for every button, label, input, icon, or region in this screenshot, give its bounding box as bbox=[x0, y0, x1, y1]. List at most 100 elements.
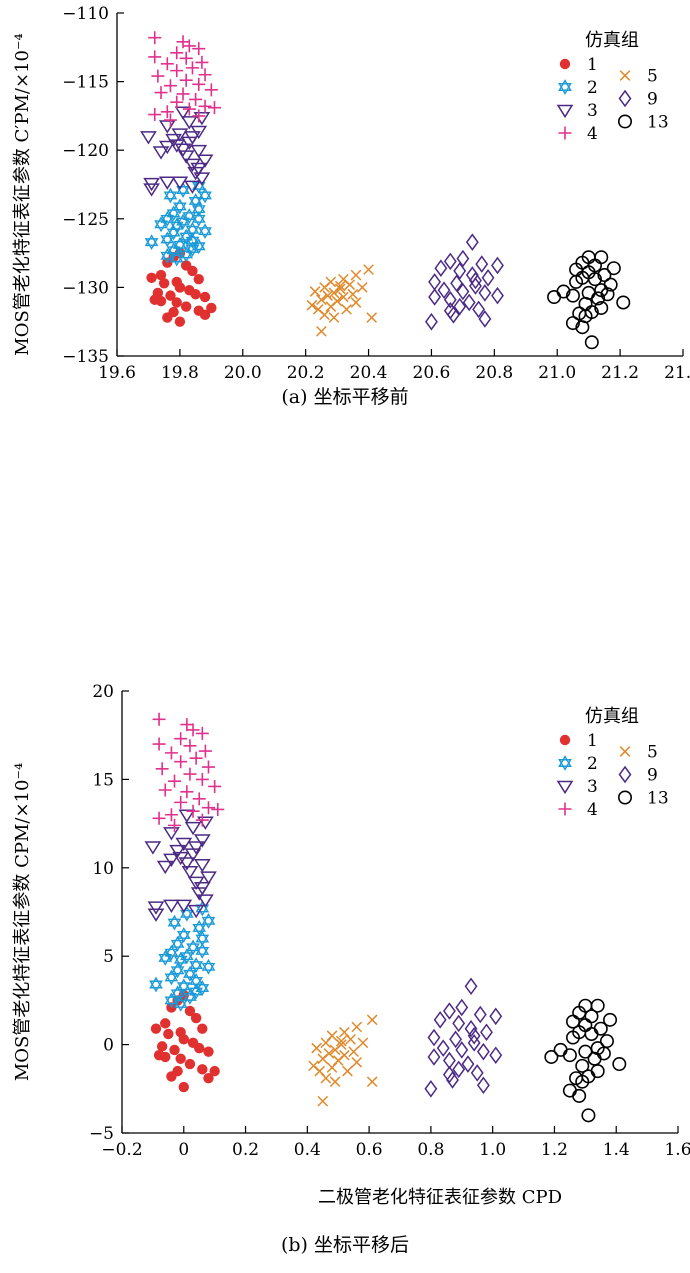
point-series-2-part bbox=[195, 930, 210, 943]
point-series-4 bbox=[195, 772, 209, 786]
y-tick-label: −115 bbox=[62, 73, 109, 93]
point-series-9 bbox=[476, 1076, 490, 1095]
point-series-2 bbox=[170, 935, 185, 952]
point-series-9 bbox=[491, 256, 504, 275]
scatter-chart-b: −0.2 0 0.2 0.4 0.6 0.8 1.0 1.2 1.4 1.6−505101520二… bbox=[12, 682, 690, 1208]
point-series-5 bbox=[306, 299, 318, 311]
legend-label-3: 3 bbox=[587, 101, 598, 121]
legend-marker-2 bbox=[558, 79, 572, 95]
point-series-3 bbox=[200, 871, 217, 885]
point-series-9 bbox=[461, 1055, 475, 1073]
point-series-2-part bbox=[176, 982, 191, 995]
point-series-3 bbox=[177, 150, 195, 164]
point-series-9 bbox=[489, 1007, 503, 1026]
point-series-9 bbox=[442, 1002, 456, 1020]
point-series-2-part bbox=[160, 251, 175, 264]
point-series-3 bbox=[193, 111, 211, 126]
point-series-2 bbox=[158, 950, 173, 966]
point-series-4 bbox=[211, 802, 225, 816]
point-series-2-part bbox=[201, 962, 216, 975]
point-series-2-part bbox=[179, 246, 194, 259]
series-3 bbox=[144, 809, 217, 922]
legend-marker-9 bbox=[618, 89, 632, 108]
point-series-9 bbox=[456, 282, 470, 301]
x-tick-label: 21.0 bbox=[538, 363, 576, 380]
x-tick-label: 21.2 bbox=[601, 363, 639, 380]
point-series-9 bbox=[480, 1023, 493, 1041]
point-series-4 bbox=[198, 68, 212, 82]
point-series-4 bbox=[168, 818, 182, 832]
point-series-1 bbox=[162, 312, 173, 323]
point-series-4 bbox=[183, 739, 197, 753]
series-9 bbox=[425, 233, 504, 331]
point-series-2 bbox=[195, 930, 210, 947]
point-series-1 bbox=[160, 1018, 171, 1029]
point-series-1 bbox=[171, 297, 182, 308]
x-tick-label: 21.4 bbox=[664, 363, 690, 380]
point-series-3 bbox=[147, 908, 165, 922]
point-series-2-part bbox=[170, 989, 185, 1002]
point-series-2-part bbox=[186, 939, 200, 952]
point-series-4 bbox=[180, 785, 194, 799]
point-series-3 bbox=[143, 183, 160, 197]
point-series-13 bbox=[587, 272, 602, 287]
point-series-9 bbox=[456, 249, 470, 268]
point-series-2-part bbox=[189, 983, 203, 996]
legend-label-5: 5 bbox=[647, 743, 658, 763]
point-series-2 bbox=[183, 988, 197, 1005]
point-series-4 bbox=[148, 108, 162, 122]
point-series-2-part bbox=[182, 208, 197, 221]
point-series-9 bbox=[475, 255, 489, 273]
point-series-2-part bbox=[198, 187, 212, 200]
point-series-5 bbox=[338, 291, 349, 303]
series-2 bbox=[149, 900, 216, 1012]
point-series-9 bbox=[469, 271, 482, 290]
point-series-3 bbox=[184, 848, 202, 862]
point-series-4 bbox=[170, 46, 184, 60]
legend-marker-5 bbox=[619, 70, 631, 81]
point-series-2-part bbox=[158, 954, 173, 966]
point-series-2 bbox=[176, 213, 190, 230]
point-series-1 bbox=[190, 289, 201, 300]
point-series-9 bbox=[424, 1080, 438, 1098]
point-series-13 bbox=[591, 291, 606, 306]
legend-label-3: 3 bbox=[587, 777, 598, 797]
y-tick-label: −110 bbox=[62, 4, 109, 24]
x-tick-label: 19.8 bbox=[161, 363, 199, 380]
point-series-2-part bbox=[160, 231, 175, 244]
x-tick-label: 1.2 bbox=[541, 1140, 568, 1160]
point-series-2 bbox=[192, 920, 207, 936]
y-tick-label: −130 bbox=[62, 278, 109, 298]
point-series-13 bbox=[584, 1026, 599, 1041]
series-4 bbox=[152, 712, 225, 832]
point-series-13 bbox=[612, 1057, 627, 1072]
point-series-5 bbox=[342, 1065, 353, 1077]
point-series-4 bbox=[170, 95, 184, 109]
point-series-9 bbox=[453, 262, 467, 280]
point-series-13 bbox=[584, 335, 599, 350]
y-axis-title: MOS管老化特征表征参数 CPM/×10⁻⁴ bbox=[12, 763, 33, 1081]
x-tick-label: 0 bbox=[178, 1140, 189, 1160]
point-series-1 bbox=[169, 1044, 180, 1056]
point-series-2-part bbox=[192, 923, 207, 936]
point-series-2 bbox=[201, 958, 216, 975]
point-series-9 bbox=[433, 1011, 447, 1029]
point-series-2 bbox=[201, 912, 216, 929]
point-series-5 bbox=[334, 283, 346, 295]
point-series-4 bbox=[192, 109, 206, 123]
legend-marker-5 bbox=[619, 746, 631, 757]
point-series-3 bbox=[163, 853, 180, 868]
point-series-2-part bbox=[167, 914, 182, 927]
x-tick-label: 20.8 bbox=[475, 363, 513, 380]
point-series-1 bbox=[165, 290, 176, 301]
point-series-2-part bbox=[163, 191, 178, 204]
point-series-13 bbox=[575, 1058, 590, 1073]
point-series-4 bbox=[183, 767, 197, 781]
point-series-1 bbox=[197, 1023, 208, 1034]
legend-label-1: 1 bbox=[587, 731, 598, 751]
point-series-9 bbox=[446, 1071, 459, 1089]
point-series-2 bbox=[179, 246, 194, 263]
point-series-1 bbox=[174, 316, 186, 327]
point-series-2-part bbox=[195, 980, 210, 992]
point-series-2-part bbox=[173, 951, 188, 964]
